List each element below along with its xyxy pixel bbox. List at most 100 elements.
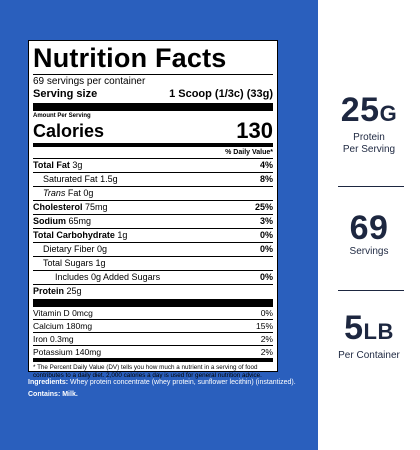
nutrient-amount: 3g [72,160,83,170]
stat-caption: Per Container [338,350,400,361]
stat-protein: 25G Protein Per Serving [318,92,420,156]
nutrient-row-total-sugars: Total Sugars 1g [33,258,273,269]
divider [33,214,273,215]
vitamin-label: Calcium [33,321,64,331]
nutrient-amount: 1.5g [100,174,118,184]
stats-panel [318,0,420,450]
nutrient-amount: 65mg [68,216,92,226]
nutrient-dv: 4% [259,160,273,170]
ingredients-block: Ingredients: Whey protein concentrate (w… [28,378,298,399]
divider [33,186,273,187]
divider [33,284,273,285]
divider [33,158,273,159]
stat-unit: LB [363,319,394,344]
nutrient-row-trans-fat: Trans Fat 0g [33,188,273,199]
stat-caption: Servings [349,246,389,257]
nutrient-label: Includes 0g Added Sugars [55,272,161,282]
nutrient-label: Total Carbohydrate [33,230,115,240]
amount-per-serving: Amount Per Serving [33,113,91,119]
divider [33,242,273,243]
nutrient-dv: 0% [259,244,273,254]
divider [33,200,273,201]
nutrient-label: Trans [43,188,66,198]
vitamin-row: Potassium 140mg 2% [33,347,273,357]
vitamin-row: Vitamin D 0mcg 0% [33,308,273,318]
vitamin-row: Calcium 180mg 15% [33,321,273,331]
nutrient-amount: 25g [66,286,82,296]
daily-value-header: % Daily Value* [225,149,273,156]
nutrient-label: Cholesterol [33,202,83,212]
nutrient-amount: 1g [117,230,128,240]
vitamin-dv: 0% [260,308,273,318]
divider-thick [33,103,273,111]
nutrient-label: Total Fat [33,160,70,170]
nutrient-label: Protein [33,286,65,296]
stat-divider [338,290,404,291]
nutrient-dv: 0% [259,230,273,240]
stat-protein-value: 25G [318,92,420,132]
serving-size-value: 1 Scoop (1/3c) (33g) [169,88,273,100]
nutrient-label: Total Sugars [43,258,94,268]
nutrient-label: Saturated Fat [43,174,98,184]
nutrient-dv: 25% [254,202,273,212]
vitamins-minerals: Vitamin D 0mcg 0% Calcium 180mg 15% Iron… [33,308,273,357]
divider [33,256,273,257]
stat-caption: Protein [353,132,385,143]
nutrient-dv: 3% [259,216,273,226]
divider [33,172,273,173]
nutrition-title: Nutrition Facts [33,43,227,73]
stat-weight-value: 5LB [318,310,420,350]
vitamin-dv: 2% [260,347,273,357]
divider-medium [33,143,273,147]
stat-weight: 5LB Per Container [318,310,420,362]
stat-unit: G [379,101,398,126]
vitamin-row: Iron 0.3mg 2% [33,334,273,344]
servings-per-container: 69 servings per container [33,76,146,87]
allergen-contains: Contains: Milk. [28,391,78,398]
calories-label: Calories [33,121,105,141]
nutrient-row-dietary-fiber: Dietary Fiber 0g 0% [33,244,273,255]
vitamin-dv: 15% [255,321,273,331]
nutrient-row-sodium: Sodium 65mg 3% [33,216,273,227]
vitamin-dv: 2% [260,334,273,344]
nutrient-row-saturated-fat: Saturated Fat 1.5g 8% [33,174,273,185]
vitamin-label: Iron [33,334,48,344]
divider [33,345,273,346]
stat-caption: Per Serving [342,144,396,155]
divider-medium [33,358,273,362]
serving-size-row: Serving size 1 Scoop (1/3c) (33g) [33,88,273,101]
nutrient-dv: 0% [259,272,273,282]
nutrient-label: Dietary Fiber [43,244,95,254]
vitamin-amount: 0.3mg [50,334,74,344]
stat-number: 25 [340,91,380,129]
ingredients-label: Ingredients: [28,379,69,386]
vitamin-amount: 0mcg [72,308,93,318]
nutrient-dv: 8% [259,174,273,184]
nutrient-row-protein: Protein 25g [33,286,273,297]
nutrition-facts-label: Nutrition Facts 69 servings per containe… [28,40,278,379]
divider [33,319,273,320]
stat-divider [338,186,404,187]
nutrient-amount: 0g [83,188,94,198]
nutrient-row-added-sugars: Includes 0g Added Sugars 0% [33,272,273,283]
divider [33,332,273,333]
nutrient-row-total-fat: Total Fat 3g 4% [33,160,273,171]
nutrient-label: Sodium [33,216,66,226]
stat-servings: 69 Servings [318,210,420,258]
ingredients-text: Ingredients: Whey protein concentrate (w… [28,378,298,387]
divider [33,270,273,271]
nutrient-amount: 75mg [85,202,108,212]
nutrient-row-cholesterol: Cholesterol 75mg 25% [33,202,273,213]
vitamin-label: Vitamin D [33,308,70,318]
vitamin-label: Potassium [33,347,73,357]
calories-row: Calories 130 [33,120,273,142]
stat-servings-value: 69 [349,209,389,247]
divider [33,74,273,75]
nutrient-amount: 0g [97,244,108,254]
stat-number: 5 [344,309,364,347]
divider-thick [33,299,273,307]
nutrient-amount: 1g [95,258,106,268]
nutrient-row-total-carbohydrate: Total Carbohydrate 1g 0% [33,230,273,241]
ingredients-list: Whey protein concentrate (whey protein, … [70,379,296,386]
serving-size-label: Serving size [33,88,98,100]
